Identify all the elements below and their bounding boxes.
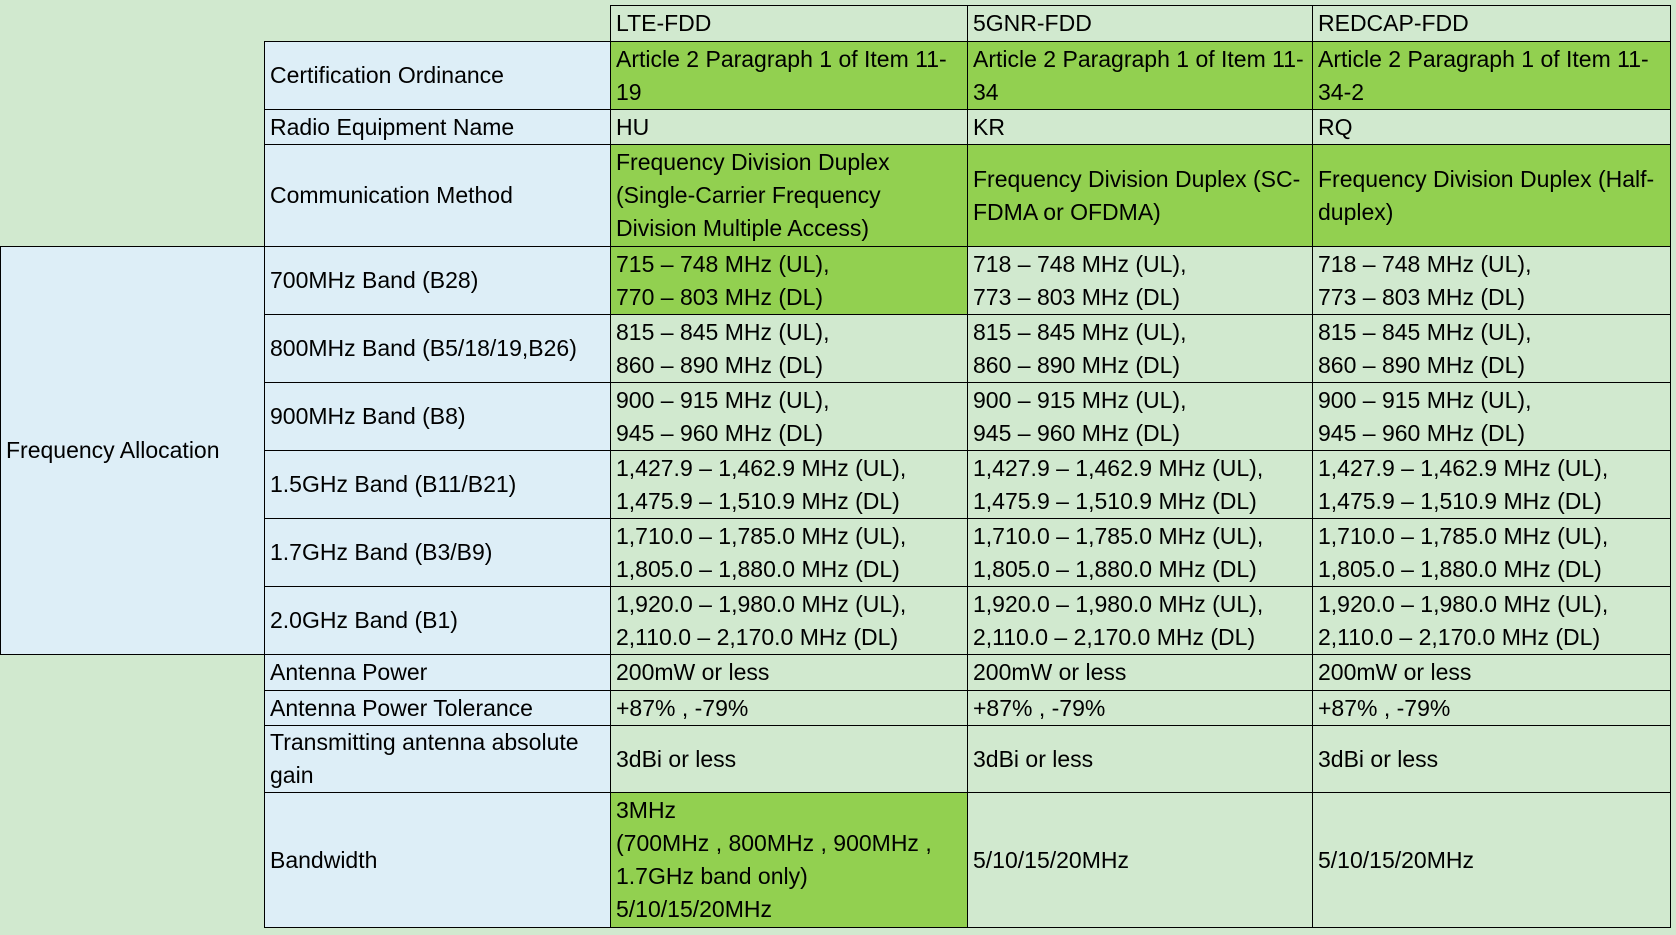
blank-cell: [1, 42, 265, 110]
row-label: Antenna Power Tolerance: [264, 690, 611, 726]
data-cell: 5/10/15/20MHz: [967, 792, 1313, 928]
blank-cell: [1, 726, 265, 793]
row-label: Transmitting antenna absolute gain: [264, 725, 611, 793]
row-label: Bandwidth: [264, 792, 611, 928]
data-cell: 718 – 748 MHz (UL), 773 – 803 MHz (DL): [967, 246, 1313, 315]
blank-cell: [1, 145, 265, 247]
blank-cell: [1, 655, 265, 691]
data-cell: 200mW or less: [967, 654, 1313, 691]
column-header: REDCAP-FDD: [1312, 5, 1671, 42]
data-cell: 815 – 845 MHz (UL), 860 – 890 MHz (DL): [610, 314, 968, 383]
row-label: 700MHz Band (B28): [264, 246, 611, 315]
data-cell: 715 – 748 MHz (UL), 770 – 803 MHz (DL): [610, 246, 968, 315]
blank-cell: [1, 110, 265, 145]
data-cell: Frequency Division Duplex (SC-FDMA or OF…: [967, 144, 1313, 247]
data-cell: RQ: [1312, 109, 1671, 145]
row-label: 2.0GHz Band (B1): [264, 586, 611, 655]
blank-cell: [265, 6, 611, 42]
row-label: Communication Method: [264, 144, 611, 247]
data-cell: HU: [610, 109, 968, 145]
data-cell: 1,427.9 – 1,462.9 MHz (UL), 1,475.9 – 1,…: [1312, 450, 1671, 519]
blank-cell: [1, 6, 265, 42]
row-label: Radio Equipment Name: [264, 109, 611, 145]
data-cell: Article 2 Paragraph 1 of Item 11-34-2: [1312, 41, 1671, 110]
data-cell: 815 – 845 MHz (UL), 860 – 890 MHz (DL): [1312, 314, 1671, 383]
data-cell: +87% , -79%: [1312, 690, 1671, 726]
data-cell: 1,710.0 – 1,785.0 MHz (UL), 1,805.0 – 1,…: [967, 518, 1313, 587]
blank-cell: [1, 691, 265, 726]
data-cell: 3MHz (700MHz , 800MHz , 900MHz , 1.7GHz …: [610, 792, 968, 928]
row-label: Antenna Power: [264, 654, 611, 691]
row-label: Certification Ordinance: [264, 41, 611, 110]
data-cell: 815 – 845 MHz (UL), 860 – 890 MHz (DL): [967, 314, 1313, 383]
data-cell: 1,427.9 – 1,462.9 MHz (UL), 1,475.9 – 1,…: [967, 450, 1313, 519]
data-cell: 1,427.9 – 1,462.9 MHz (UL), 1,475.9 – 1,…: [610, 450, 968, 519]
data-cell: 718 – 748 MHz (UL), 773 – 803 MHz (DL): [1312, 246, 1671, 315]
data-cell: 3dBi or less: [610, 725, 968, 793]
blank-cell: [1, 793, 265, 928]
row-label: 1.7GHz Band (B3/B9): [264, 518, 611, 587]
data-cell: Frequency Division Duplex (Single-Carrie…: [610, 144, 968, 247]
data-cell: 200mW or less: [1312, 654, 1671, 691]
data-cell: 1,710.0 – 1,785.0 MHz (UL), 1,805.0 – 1,…: [1312, 518, 1671, 587]
data-cell: 3dBi or less: [967, 725, 1313, 793]
row-label: 900MHz Band (B8): [264, 382, 611, 451]
data-cell: +87% , -79%: [610, 690, 968, 726]
data-cell: 3dBi or less: [1312, 725, 1671, 793]
data-cell: Article 2 Paragraph 1 of Item 11-34: [967, 41, 1313, 110]
data-cell: 1,710.0 – 1,785.0 MHz (UL), 1,805.0 – 1,…: [610, 518, 968, 587]
data-cell: +87% , -79%: [967, 690, 1313, 726]
data-cell: 5/10/15/20MHz: [1312, 792, 1671, 928]
data-cell: Frequency Division Duplex (Half-duplex): [1312, 144, 1671, 247]
data-cell: 200mW or less: [610, 654, 968, 691]
column-header: 5GNR-FDD: [967, 5, 1313, 42]
row-label: 800MHz Band (B5/18/19,B26): [264, 314, 611, 383]
data-cell: 1,920.0 – 1,980.0 MHz (UL), 2,110.0 – 2,…: [1312, 586, 1671, 655]
group-label: Frequency Allocation: [0, 246, 265, 655]
spreadsheet-table: LTE-FDD 5GNR-FDD REDCAP-FDD Certification O…: [0, 5, 1671, 928]
data-cell: 900 – 915 MHz (UL), 945 – 960 MHz (DL): [610, 382, 968, 451]
data-cell: 1,920.0 – 1,980.0 MHz (UL), 2,110.0 – 2,…: [967, 586, 1313, 655]
row-label: 1.5GHz Band (B11/B21): [264, 450, 611, 519]
data-cell: Article 2 Paragraph 1 of Item 11-19: [610, 41, 968, 110]
data-cell: 900 – 915 MHz (UL), 945 – 960 MHz (DL): [1312, 382, 1671, 451]
data-cell: 900 – 915 MHz (UL), 945 – 960 MHz (DL): [967, 382, 1313, 451]
data-cell: 1,920.0 – 1,980.0 MHz (UL), 2,110.0 – 2,…: [610, 586, 968, 655]
data-cell: KR: [967, 109, 1313, 145]
column-header: LTE-FDD: [610, 5, 968, 42]
